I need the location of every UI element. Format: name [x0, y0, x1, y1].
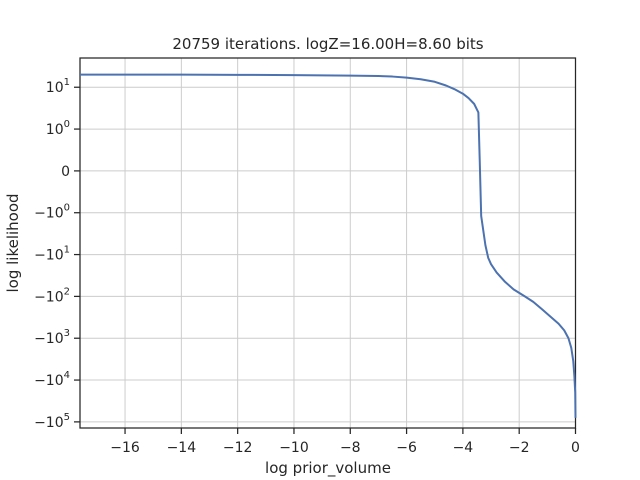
- y-tick-base: 0: [61, 164, 70, 180]
- x-tick-label: −8: [340, 440, 361, 456]
- y-tick-exponent: 2: [64, 286, 70, 297]
- x-axis-ticks: −16 −14 −12 −10 −8 −6 −4 −2 0: [110, 428, 580, 456]
- y-tick-base: −10: [34, 289, 64, 305]
- chart-title: 20759 iterations. logZ=16.00H=8.60 bits: [172, 35, 483, 53]
- y-tick-base: −10: [34, 206, 64, 222]
- y-tick-label: −105: [34, 412, 70, 431]
- y-tick-label: −102: [34, 286, 70, 305]
- y-tick-base: −10: [34, 248, 64, 264]
- plot-frame: [79, 57, 577, 429]
- x-tick-label: −14: [167, 440, 197, 456]
- y-tick-exponent: 5: [64, 412, 70, 423]
- x-tick-label: −2: [509, 440, 530, 456]
- y-tick-label: 0: [61, 164, 70, 180]
- y-tick-label: −103: [34, 328, 70, 347]
- y-tick-exponent: 4: [64, 370, 70, 381]
- y-tick-label: −101: [34, 245, 70, 264]
- x-tick-label: −16: [110, 440, 140, 456]
- x-tick-label: −12: [223, 440, 253, 456]
- y-tick-exponent: 0: [64, 203, 70, 214]
- y-tick-exponent: 1: [64, 245, 70, 256]
- y-axis-label: log likelihood: [4, 193, 22, 292]
- x-tick-label: −6: [396, 440, 417, 456]
- y-tick-base: −10: [34, 415, 64, 431]
- y-tick-exponent: 3: [64, 328, 70, 339]
- y-tick-label: −104: [34, 370, 70, 389]
- x-tick-label: 0: [571, 440, 580, 456]
- y-tick-exponent: 1: [64, 77, 70, 88]
- y-tick-label: 100: [46, 119, 70, 138]
- x-tick-label: −4: [453, 440, 474, 456]
- y-tick-base: 10: [46, 80, 64, 96]
- y-tick-base: 10: [46, 122, 64, 138]
- series-line: [80, 73, 577, 418]
- y-tick-exponent: 0: [64, 119, 70, 130]
- x-axis-label: log prior_volume: [265, 459, 391, 478]
- x-tick-label: −10: [279, 440, 309, 456]
- gridlines: [80, 58, 576, 428]
- y-tick-base: −10: [34, 331, 64, 347]
- y-tick-label: 101: [46, 77, 70, 96]
- y-tick-base: −10: [34, 373, 64, 389]
- y-tick-label: −100: [34, 203, 70, 222]
